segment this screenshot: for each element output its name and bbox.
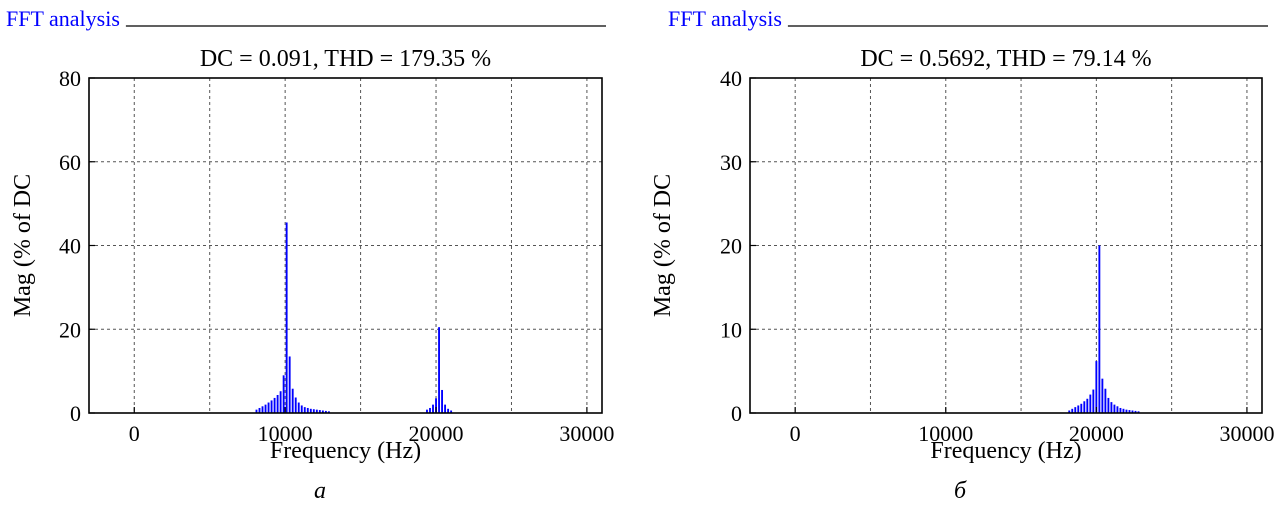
spectrum-bar [1098, 245, 1101, 413]
y-tick-label: 30 [720, 150, 742, 175]
spectrum-bar [255, 409, 258, 413]
spectrum-bar [291, 388, 294, 413]
spectrum-bar [1110, 402, 1113, 413]
spectrum-bar [1077, 405, 1080, 413]
spectrum-bar [1122, 408, 1125, 413]
x-tick-label: 0 [790, 421, 801, 446]
spectrum-bar [1074, 407, 1077, 413]
chart-title: DC = 0.091, THD = 179.35 % [200, 46, 491, 72]
y-tick-label: 0 [70, 401, 81, 426]
y-axis-label: Mag (% of DC [10, 174, 36, 317]
fft-chart-a: FFT analysis DC = 0.091, THD = 179.35 % 0 1… [6, 6, 614, 464]
x-tick-label: 30000 [1219, 421, 1274, 446]
x-tick-label: 20000 [1069, 421, 1124, 446]
spectrum-bar [258, 407, 261, 413]
plot-frame [88, 77, 603, 414]
header-title: FFT analysis [668, 6, 782, 31]
plot-frame [749, 77, 1263, 414]
spectrum-bar [426, 409, 428, 413]
spectrum-bar [267, 402, 270, 413]
spectrum-bar [1101, 378, 1104, 413]
spectrum-bar [1119, 407, 1122, 413]
spectrum-bar [303, 407, 306, 413]
spectrum-bar [318, 410, 321, 413]
spectrum-bar [285, 222, 288, 413]
spectrum-bar [450, 410, 453, 413]
spectrum-bar [312, 409, 315, 413]
spectrum-bar [1068, 410, 1071, 413]
x-tick-label: 10000 [258, 421, 313, 446]
spectrum-bar [1137, 411, 1140, 413]
y-tick-label: 60 [59, 150, 81, 175]
x-axis-label: Frequency (Hz) [930, 438, 1081, 464]
y-tick-label: 0 [731, 401, 742, 426]
y-axis-label: Mag (% of DC [650, 174, 676, 317]
spectrum-bar [309, 408, 312, 413]
y-tick-label: 10 [720, 317, 742, 342]
spectrum-bar [1113, 404, 1116, 413]
spectrum-bar [297, 402, 300, 413]
x-tick-label: 20000 [409, 421, 464, 446]
spectrum-bar [1092, 389, 1095, 413]
spectrum-bar [1125, 409, 1128, 413]
spectrum-bar [444, 404, 447, 413]
spectrum-bar [432, 404, 434, 413]
header-title: FFT analysis [6, 6, 120, 31]
y-tick-label: 20 [59, 317, 81, 342]
spectrum-bar [270, 400, 273, 413]
y-tick-label: 80 [59, 66, 81, 91]
spectrum-bar [1107, 397, 1110, 413]
spectrum-bar [438, 327, 440, 413]
spectrum-bar [294, 397, 297, 413]
spectrum-bar [282, 375, 285, 413]
panel-caption: б [953, 478, 967, 504]
spectrum-bar [1086, 398, 1089, 413]
spectrum-bar [429, 407, 431, 413]
spectrum-bar [276, 394, 279, 413]
spectrum-bar [327, 411, 330, 413]
y-tick-label: 40 [59, 234, 81, 259]
fft-chart-b: FFT analysis DC = 0.5692, THD = 79.14 % 0 1… [650, 6, 1274, 464]
panel-caption: а [314, 478, 326, 504]
spectrum-bar [1089, 394, 1092, 413]
spectrum-bar [1104, 388, 1107, 413]
spectrum-bar [315, 409, 318, 413]
spectrum-bar [447, 408, 450, 413]
spectrum-bar [273, 397, 276, 413]
spectrum-bar [288, 356, 291, 413]
spectrum-bar [1071, 408, 1074, 413]
y-tick-label: 20 [720, 234, 742, 259]
x-axis-label: Frequency (Hz) [270, 438, 421, 464]
spectrum-bar [306, 407, 309, 413]
spectrum-bar [1083, 401, 1086, 413]
spectrum-bar [300, 405, 303, 413]
spectrum-bar [261, 406, 264, 413]
chart-title: DC = 0.5692, THD = 79.14 % [860, 46, 1151, 72]
spectrum-bar [1131, 410, 1134, 413]
x-tick-label: 0 [129, 421, 140, 446]
x-tick-label: 10000 [918, 421, 973, 446]
x-tick-label: 30000 [559, 421, 614, 446]
spectrum-bar [1116, 406, 1119, 413]
spectrum-bar [321, 410, 324, 413]
spectrum-bar [1128, 410, 1131, 413]
spectrum-bar [1080, 403, 1083, 413]
spectrum-bar [435, 398, 437, 413]
spectrum-bar [279, 391, 282, 413]
fft-panel-b: FFT analysis DC = 0.5692, THD = 79.14 % 0 1… [640, 0, 1280, 528]
spectrum-bar [441, 389, 444, 413]
spectrum-bar [1134, 410, 1137, 413]
y-tick-label: 40 [720, 66, 742, 91]
spectrum-bar [324, 410, 327, 413]
spectrum-bar [264, 404, 267, 413]
fft-panel-a: FFT analysis DC = 0.091, THD = 179.35 % 0 1… [6, 6, 614, 504]
spectrum-bar [1095, 361, 1098, 413]
